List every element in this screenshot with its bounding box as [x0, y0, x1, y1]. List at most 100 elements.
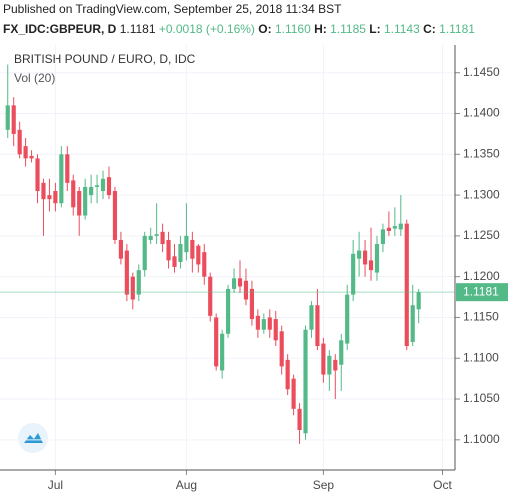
- candle-body: [410, 305, 415, 342]
- y-tick-label: 1.1300: [463, 187, 500, 201]
- candle-body: [41, 182, 46, 200]
- candle-body: [112, 191, 118, 240]
- ohlc-label: O:: [258, 22, 271, 36]
- candle-body: [392, 226, 397, 229]
- candle-body: [303, 329, 308, 434]
- ohlc-label: H:: [314, 22, 327, 36]
- candle-body: [17, 129, 22, 155]
- candle-body: [190, 239, 195, 259]
- change-value: +0.0018 (+0.16%): [159, 22, 255, 36]
- tradingview-logo: [18, 423, 48, 453]
- last-price-box: [456, 283, 508, 302]
- candle-body: [89, 186, 94, 196]
- candle-body: [53, 191, 58, 204]
- candle-body: [29, 155, 34, 159]
- ohlc-value: 1.1185: [330, 22, 366, 36]
- candle-body: [5, 105, 10, 130]
- candle-body: [124, 250, 129, 295]
- chart-title: BRITISH POUND / EURO, D, IDC: [14, 52, 196, 66]
- candle-body: [237, 278, 243, 287]
- candle-body: [309, 305, 314, 330]
- symbol-line: FX_IDC:GBPEUR, D 1.1181 +0.0018 (+0.16%)…: [3, 22, 475, 36]
- candle-body: [160, 231, 165, 245]
- y-tick-label: 1.1050: [463, 391, 500, 405]
- candle-body: [47, 195, 52, 200]
- candle-body: [35, 158, 40, 192]
- candle-body: [291, 378, 296, 409]
- candle-body: [77, 191, 82, 216]
- candle-body: [243, 280, 249, 300]
- candle-body: [226, 288, 231, 334]
- candle-body: [273, 319, 278, 341]
- y-tick-label: 1.1150: [463, 310, 499, 324]
- candle-body: [339, 340, 344, 365]
- symbol: FX_IDC:GBPEUR, D: [3, 22, 117, 36]
- candle-body: [333, 359, 338, 371]
- candle-body: [172, 256, 177, 267]
- published-note: Published on TradingView.com, September …: [3, 2, 342, 16]
- candle-body: [368, 260, 374, 271]
- candle-body: [351, 253, 356, 295]
- candle-body: [136, 270, 141, 295]
- y-tick-label: 1.1400: [463, 106, 500, 120]
- candle-body: [297, 408, 302, 431]
- candle-body: [357, 250, 362, 259]
- candle-body: [386, 227, 391, 231]
- x-tick-label: Jul: [48, 478, 63, 492]
- candle-body: [380, 229, 386, 245]
- candle-body: [59, 154, 64, 204]
- candle-body: [11, 105, 16, 134]
- candle-body: [220, 333, 225, 371]
- x-tick-label: Oct: [433, 478, 452, 492]
- ohlc-value: 1.1181: [439, 22, 475, 36]
- y-tick-label: 1.1000: [463, 432, 500, 446]
- candle-body: [142, 235, 147, 271]
- ohlc-label: L:: [369, 22, 380, 36]
- candle-body: [214, 317, 219, 367]
- candle-body: [285, 359, 290, 390]
- candle-body: [267, 317, 272, 330]
- y-tick-label: 1.1100: [463, 350, 499, 364]
- ohlc-value: 1.1160: [275, 22, 311, 36]
- candle-body: [249, 288, 255, 320]
- candle-body: [255, 315, 260, 330]
- candle-body: [23, 146, 28, 159]
- candle-body: [83, 186, 88, 216]
- candle-body: [261, 319, 266, 330]
- candle-body: [100, 178, 106, 192]
- y-tick-label: 1.1250: [463, 228, 500, 242]
- candle-body: [71, 180, 76, 208]
- candle-body: [321, 343, 326, 375]
- last-price-label: 1.1181: [463, 284, 499, 298]
- candle-body: [106, 177, 112, 196]
- ohlc-value: 1.1143: [384, 22, 420, 36]
- candle-body: [345, 294, 350, 344]
- y-tick-label: 1.1450: [463, 65, 500, 79]
- candle-body: [196, 245, 201, 265]
- candle-body: [148, 235, 153, 240]
- candle-body: [374, 244, 380, 273]
- y-tick-label: 1.1200: [463, 269, 500, 283]
- candle-body: [118, 239, 123, 259]
- ohlc-label: C:: [423, 22, 436, 36]
- candle-body: [208, 276, 213, 316]
- candle-body: [166, 239, 171, 261]
- x-tick-label: Aug: [176, 478, 197, 492]
- chart-subtitle: Vol (20): [14, 71, 55, 85]
- symbol-header: FX_IDC:GBPEUR, D 1.1181 +0.0018 (+0.16%)…: [3, 22, 475, 36]
- candle-body: [279, 331, 284, 367]
- candle-body: [178, 244, 183, 262]
- candle-body: [327, 355, 332, 375]
- candle-body: [362, 250, 368, 265]
- candle-body: [416, 292, 421, 310]
- candle-body: [154, 234, 159, 236]
- candle-body: [184, 235, 189, 253]
- candle-body: [94, 185, 100, 187]
- candle-body: [231, 278, 237, 289]
- last-value: 1.1181: [120, 22, 156, 36]
- candle-body: [398, 223, 403, 230]
- candle-body: [404, 223, 409, 347]
- candle-body: [130, 276, 135, 300]
